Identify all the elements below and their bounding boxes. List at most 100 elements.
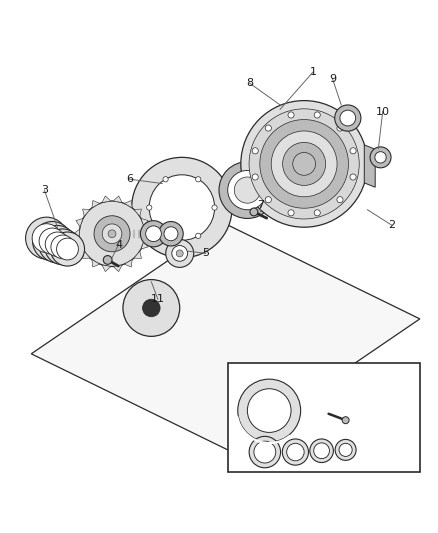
Circle shape [176,250,183,257]
Circle shape [196,176,201,182]
Circle shape [32,222,72,261]
Text: 9: 9 [329,74,336,84]
Circle shape [45,229,81,265]
Polygon shape [141,240,148,249]
Circle shape [375,152,386,163]
Circle shape [50,232,85,266]
FancyBboxPatch shape [228,362,420,472]
Circle shape [250,208,258,216]
Circle shape [249,437,281,468]
Circle shape [293,152,315,175]
Polygon shape [236,416,291,444]
Circle shape [314,112,320,118]
Circle shape [335,439,356,461]
Text: 1: 1 [309,67,316,77]
Text: 5: 5 [202,248,209,259]
Circle shape [94,216,130,252]
Circle shape [39,228,65,254]
Circle shape [172,246,187,261]
Text: 11: 11 [151,294,165,304]
Polygon shape [83,251,90,259]
Circle shape [32,224,61,253]
Polygon shape [92,260,100,267]
Circle shape [283,439,308,465]
Circle shape [143,299,160,317]
Circle shape [228,171,267,210]
Text: 4: 4 [115,240,122,249]
Polygon shape [141,219,148,227]
Circle shape [252,174,258,180]
Polygon shape [145,229,150,238]
Circle shape [265,125,272,131]
Polygon shape [92,200,100,208]
Polygon shape [83,209,90,216]
Circle shape [265,197,272,203]
Polygon shape [102,196,111,203]
Circle shape [339,443,352,456]
Text: 10: 10 [376,107,390,117]
Polygon shape [113,265,122,272]
Circle shape [335,105,361,131]
Circle shape [241,101,367,227]
Circle shape [39,225,76,263]
Text: 6: 6 [126,174,133,184]
Polygon shape [364,145,375,187]
Circle shape [149,175,215,240]
Polygon shape [134,251,141,259]
Circle shape [164,227,178,241]
Circle shape [350,148,356,154]
Circle shape [102,224,122,244]
Circle shape [271,131,337,197]
Text: 7: 7 [257,200,264,211]
Circle shape [25,217,67,259]
Circle shape [163,176,168,182]
Circle shape [103,256,112,264]
Circle shape [370,147,391,168]
Circle shape [252,148,258,154]
Circle shape [219,161,276,219]
Circle shape [147,205,152,210]
Circle shape [314,210,320,216]
Polygon shape [76,219,83,227]
Circle shape [288,112,294,118]
Polygon shape [124,200,132,208]
Circle shape [283,142,326,185]
Circle shape [79,201,145,266]
Circle shape [314,443,329,458]
Circle shape [337,125,343,131]
Circle shape [166,239,194,268]
Circle shape [340,110,356,126]
Circle shape [163,233,168,238]
Polygon shape [74,229,80,238]
Circle shape [132,157,232,258]
Circle shape [254,441,276,463]
Circle shape [288,210,294,216]
Circle shape [234,177,261,203]
Circle shape [249,109,359,219]
Polygon shape [102,265,111,272]
Polygon shape [124,260,132,267]
Circle shape [45,232,70,256]
Circle shape [57,238,78,260]
Polygon shape [76,240,83,249]
Polygon shape [113,196,122,203]
Circle shape [146,226,161,241]
Circle shape [342,417,349,424]
Polygon shape [134,209,141,216]
Circle shape [196,233,201,238]
Circle shape [108,230,116,238]
Text: 2: 2 [388,220,395,230]
Circle shape [310,439,333,463]
Circle shape [51,235,74,259]
Text: 3: 3 [41,185,48,195]
Circle shape [260,119,349,208]
FancyArrow shape [125,230,167,238]
Circle shape [123,280,180,336]
Circle shape [238,379,300,442]
Circle shape [141,221,166,247]
Circle shape [159,222,183,246]
Polygon shape [31,223,420,450]
Circle shape [287,443,304,461]
Text: 8: 8 [246,78,253,88]
Circle shape [337,197,343,203]
